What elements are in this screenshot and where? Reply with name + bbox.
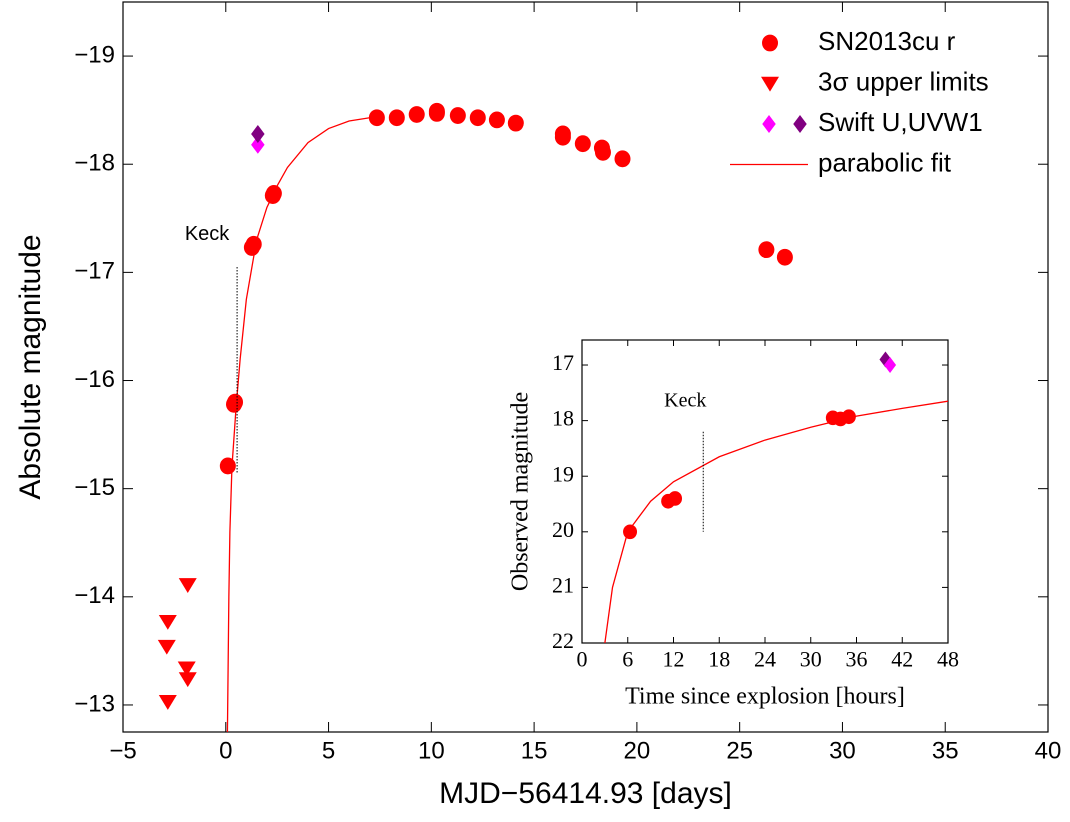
- y-tick-label: −17: [74, 258, 115, 285]
- upper-limit: [158, 614, 177, 630]
- legend-label: 3σ upper limits: [818, 66, 989, 96]
- y-tick-label: −14: [74, 582, 115, 609]
- x-tick-label: 36: [846, 647, 868, 672]
- plot-frame: [122, 1, 1049, 733]
- swift-point: [251, 135, 265, 154]
- data-point: [594, 143, 611, 161]
- upper-limit: [178, 578, 197, 594]
- y-tick-label: −15: [74, 474, 115, 501]
- data-point: [574, 135, 591, 153]
- x-tick-label: 24: [754, 647, 776, 672]
- y-tick-label: −16: [74, 366, 115, 393]
- data-point: [488, 111, 505, 129]
- x-tick-label: 48: [937, 647, 959, 672]
- x-tick-label: 6: [622, 647, 633, 672]
- main-chart: −5 0 5 10 15 20 25 30 35 40 −19 −18 −17 −16 −15 −14 −13 M…: [14, 1, 1062, 810]
- y-tick-label: 22: [552, 628, 574, 653]
- x-tick-label: 40: [1035, 738, 1062, 765]
- upper-limit: [158, 694, 177, 710]
- y-tick-label: 21: [552, 572, 574, 597]
- upper-limit: [177, 661, 196, 677]
- data-point: [614, 150, 631, 168]
- y-tick-label: −13: [74, 690, 115, 717]
- legend-label: parabolic fit: [818, 147, 952, 177]
- data-point: [449, 107, 466, 124]
- data-point: [408, 106, 425, 123]
- legend-label: SN2013cu r: [818, 26, 956, 56]
- x-tick-label: 0: [577, 647, 588, 672]
- x-tick-label: 15: [521, 738, 548, 765]
- plot-area: [604, 351, 948, 643]
- x-tick-label: 35: [932, 738, 959, 765]
- y-tick-label: 19: [552, 461, 574, 486]
- x-tick-label: 10: [418, 738, 445, 765]
- data-point: [623, 524, 638, 540]
- swift-point: [884, 357, 897, 374]
- fit-line: [604, 400, 948, 643]
- legend-marker: [762, 34, 778, 52]
- x-tick-label: 5: [322, 738, 335, 765]
- x-tick-label: 42: [891, 647, 913, 672]
- x-tick-label: 18: [708, 647, 730, 672]
- data-point: [245, 235, 262, 253]
- x-tick-label: −5: [109, 738, 136, 765]
- y-axis-label: Observed magnitude: [508, 392, 534, 591]
- data-point: [758, 241, 775, 259]
- x-axis-label: MJD−56414.93 [days]: [439, 777, 732, 810]
- data-point: [469, 109, 486, 127]
- y-tick-label: 20: [552, 517, 574, 542]
- x-tick-label: 25: [726, 738, 753, 765]
- data-point: [227, 393, 244, 411]
- x-tick-label: 30: [800, 647, 822, 672]
- data-point: [428, 102, 445, 120]
- data-point: [388, 109, 405, 127]
- data-point: [219, 457, 236, 475]
- data-point: [507, 114, 524, 132]
- data-point: [841, 409, 856, 425]
- swift-point: [251, 124, 265, 143]
- legend-marker: [762, 115, 776, 133]
- y-tick-label: 18: [552, 406, 574, 431]
- y-tick-label: 17: [552, 350, 574, 375]
- x-tick-label: 12: [663, 647, 685, 672]
- x-tick-label: 20: [624, 738, 651, 765]
- x-axis-label: Time since explosion [hours]: [625, 684, 905, 710]
- inset-chart: 0 6 12 18 24 30 36 42 48 17 18 19 20 21 22 Time since e…: [508, 339, 959, 710]
- upper-limit: [178, 672, 197, 688]
- data-point: [554, 128, 571, 146]
- upper-limit: [157, 639, 176, 655]
- legend-marker: [793, 115, 807, 133]
- plot-frame: [581, 339, 949, 644]
- legend-marker: [761, 76, 779, 92]
- data-point: [668, 491, 683, 506]
- y-tick-label: −18: [74, 150, 115, 177]
- fit-line: [226, 117, 380, 732]
- inset-background: [582, 340, 948, 643]
- annotation-text: Keck: [664, 389, 706, 411]
- y-tick-label: −19: [74, 41, 115, 68]
- x-tick-label: 30: [829, 738, 856, 765]
- annotation-text: Keck: [185, 223, 230, 245]
- plot-area: [157, 102, 793, 732]
- legend: SN2013cu r 3σ upper limits Swift U,UVW1 par…: [730, 26, 989, 177]
- y-axis-label: Absolute magnitude: [14, 234, 47, 499]
- legend-label: Swift U,UVW1: [818, 107, 983, 137]
- data-point: [776, 248, 793, 266]
- x-tick-label: 0: [219, 738, 232, 765]
